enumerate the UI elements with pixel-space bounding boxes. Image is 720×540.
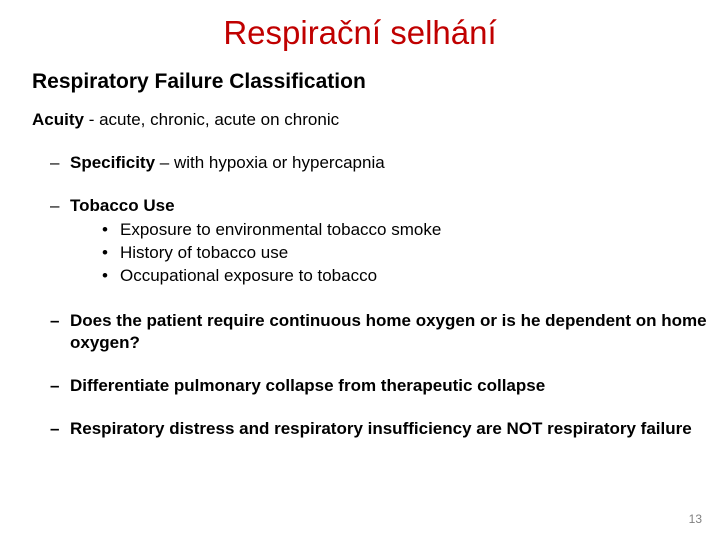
tobacco-label: Tobacco Use <box>70 196 175 215</box>
bullet-tobacco: Tobacco Use <box>0 195 720 218</box>
bullet-tobacco-group: Tobacco Use Exposure to environmental to… <box>0 195 720 310</box>
specificity-text: – with hypoxia or hypercapnia <box>155 153 385 172</box>
acuity-line: Acuity - acute, chronic, acute on chroni… <box>0 110 720 152</box>
page-number: 13 <box>689 512 702 526</box>
bullet-specificity: Specificity – with hypoxia or hypercapni… <box>0 152 720 195</box>
specificity-label: Specificity <box>70 153 155 172</box>
bullet-oxygen: Does the patient require continuous home… <box>0 310 720 375</box>
bullet-collapse: Differentiate pulmonary collapse from th… <box>0 375 720 418</box>
bullet-distress: Respiratory distress and respiratory ins… <box>0 418 720 461</box>
slide-title: Respirační selhání <box>0 0 720 70</box>
subtitle: Respiratory Failure Classification <box>0 70 720 110</box>
bullet-tobacco-item: History of tobacco use <box>0 242 720 265</box>
acuity-label: Acuity <box>32 110 84 129</box>
bullet-tobacco-item: Exposure to environmental tobacco smoke <box>0 219 720 242</box>
bullet-tobacco-item: Occupational exposure to tobacco <box>0 265 720 288</box>
acuity-text: - acute, chronic, acute on chronic <box>84 110 339 129</box>
